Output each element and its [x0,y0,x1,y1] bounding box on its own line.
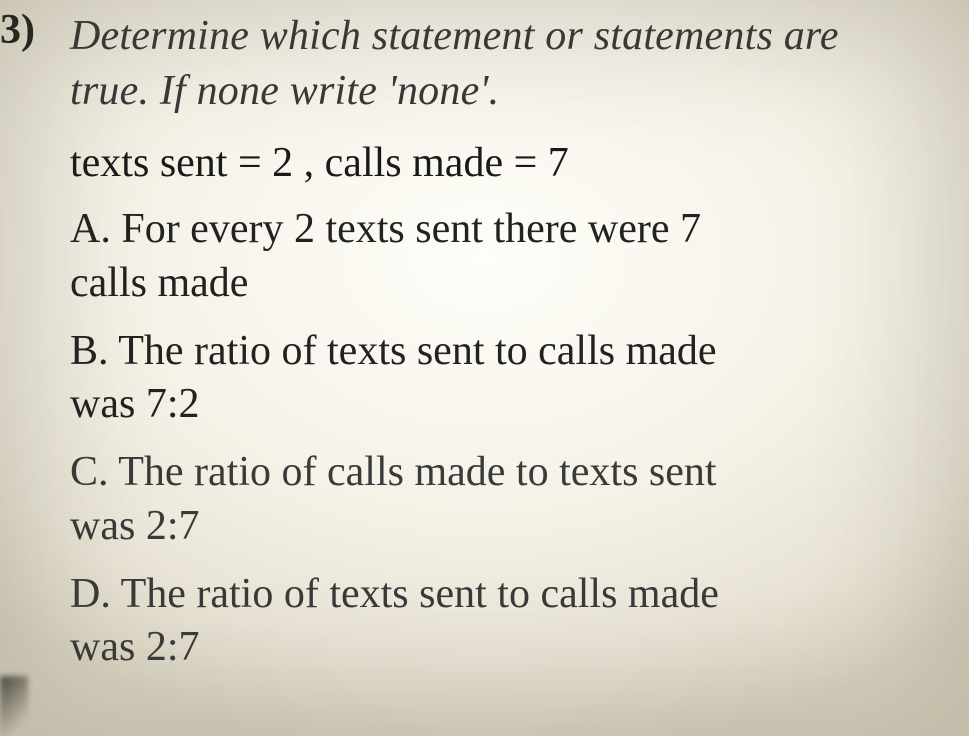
prompt-line-1: Determine which statement or statements … [70,13,839,59]
choice-b-line-1: B. The ratio of texts sent to calls made [70,328,717,374]
answer-choices: A. For every 2 texts sent there were 7 c… [70,203,939,675]
choice-c: C. The ratio of calls made to texts sent… [70,446,939,554]
choice-b: B. The ratio of texts sent to calls made… [70,325,939,433]
given-values: texts sent = 2 , calls made = 7 [70,139,939,187]
choice-a-line-2: calls made [70,257,939,311]
choice-c-line-2: was 2:7 [70,500,939,554]
choice-a: A. For every 2 texts sent there were 7 c… [70,203,939,311]
choice-d-line-2: was 2:7 [70,621,939,675]
prompt-line-2: true. If none write 'none'. [70,65,939,118]
corner-shadow [0,676,28,736]
choice-a-line-1: A. For every 2 texts sent there were 7 [70,206,701,252]
choice-d: D. The ratio of texts sent to calls made… [70,568,939,676]
choice-d-line-1: D. The ratio of texts sent to calls made [70,571,719,617]
choice-b-line-2: was 7:2 [70,378,939,432]
question-number: 3) [0,6,35,54]
question-block: 3) Determine which statement or statemen… [0,0,969,685]
question-prompt: Determine which statement or statements … [70,10,939,117]
choice-c-line-1: C. The ratio of calls made to texts sent [70,449,717,495]
